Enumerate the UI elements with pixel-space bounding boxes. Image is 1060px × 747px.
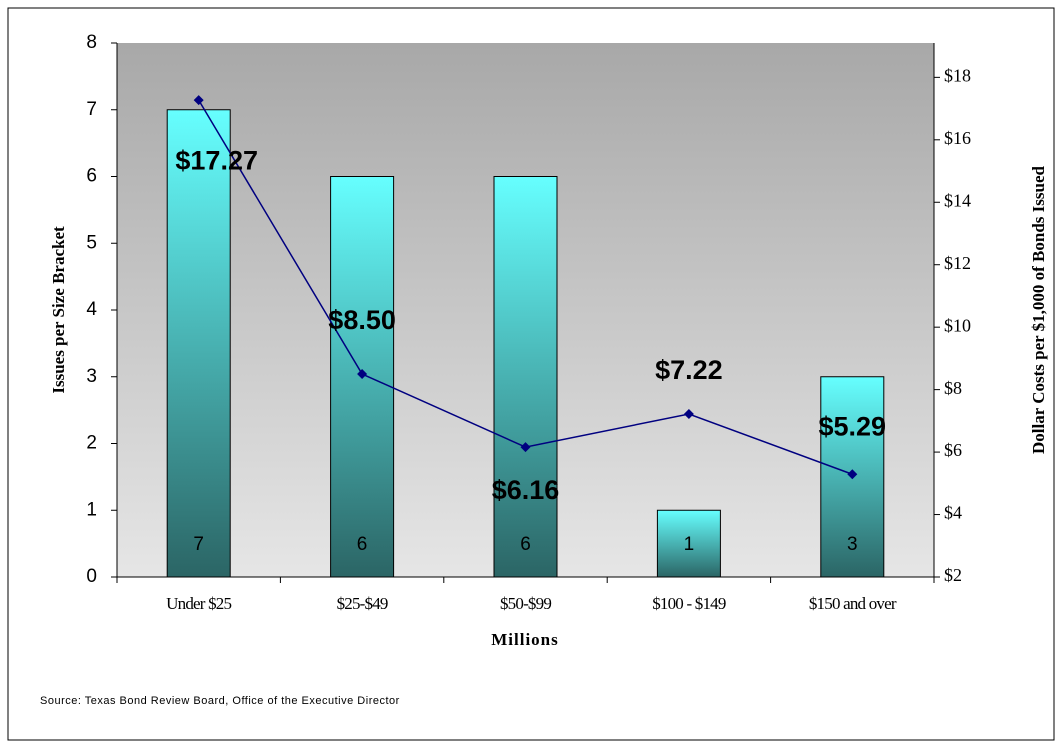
y-axis-label: Issues per Size Bracket <box>49 226 68 394</box>
bar-value-label: 7 <box>193 534 204 555</box>
bar <box>493 176 558 578</box>
y-tick-label: 6 <box>86 166 97 187</box>
x-axis-label: Millions <box>491 630 559 649</box>
line-marker <box>193 95 204 106</box>
y2-tick-label: $12 <box>944 253 971 273</box>
source-note: Source: Texas Bond Review Board, Office … <box>40 695 400 707</box>
x-tick-label: $100 - $149 <box>652 594 726 613</box>
y-tick-label: 7 <box>86 99 97 120</box>
y2-tick-label: $16 <box>944 128 971 148</box>
y2-axis-label: Dollar Costs per $1,000 of Bonds Issued <box>1029 165 1048 453</box>
y-tick-label: 3 <box>86 366 97 387</box>
y-tick-label: 2 <box>86 433 97 454</box>
x-tick-label: $50-$99 <box>500 594 551 613</box>
y2-tick-label: $6 <box>944 440 962 460</box>
y2-tick-label: $18 <box>944 65 971 85</box>
y2-tick-label: $4 <box>944 503 962 523</box>
line-marker <box>683 408 694 419</box>
x-tick-label: $150 and over <box>809 594 897 613</box>
bar <box>656 509 721 578</box>
bar-value-label: 1 <box>684 534 695 555</box>
bar-value-label: 3 <box>847 534 858 555</box>
x-tick-label: Under $25 <box>166 594 231 613</box>
line-marker <box>847 469 858 480</box>
line-value-label: $17.27 <box>175 145 258 175</box>
y2-tick-label: $8 <box>944 378 962 398</box>
line-value-label: $7.22 <box>655 355 723 385</box>
y-tick-label: 5 <box>86 232 97 253</box>
x-tick-label: $25-$49 <box>337 594 388 613</box>
y-tick-label: 0 <box>86 566 97 587</box>
line-marker <box>357 369 368 380</box>
y-tick-label: 4 <box>86 299 97 320</box>
y2-tick-label: $14 <box>944 190 971 210</box>
line-value-label: $6.16 <box>492 475 560 505</box>
y2-tick-label: $2 <box>944 565 962 585</box>
line-value-label: $8.50 <box>328 305 396 335</box>
y-tick-label: 8 <box>86 32 97 53</box>
y2-tick-label: $10 <box>944 315 971 335</box>
line-value-label: $5.29 <box>819 411 887 441</box>
line-marker <box>520 442 531 453</box>
bar-value-label: 6 <box>520 534 531 555</box>
bar-value-label: 6 <box>357 534 368 555</box>
y-tick-label: 1 <box>86 499 97 520</box>
bar <box>166 109 231 578</box>
